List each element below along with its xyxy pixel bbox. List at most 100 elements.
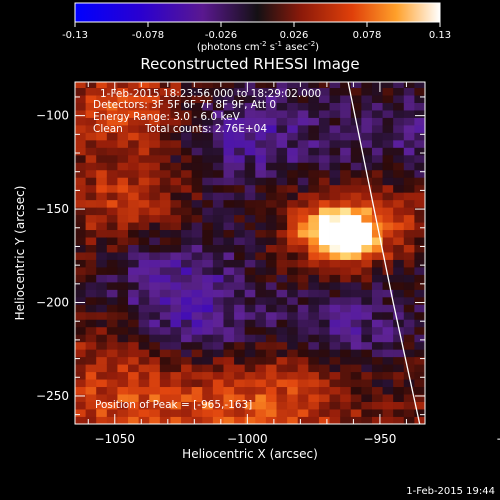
heatmap-cell: [149, 214, 161, 223]
heatmap-cell: [138, 95, 150, 103]
heatmap-cell: [371, 274, 383, 283]
heatmap-cell: [297, 319, 309, 328]
heatmap-cell: [414, 349, 425, 358]
heatmap-cell: [350, 139, 362, 148]
heatmap-cell: [318, 184, 330, 193]
heatmap-cell: [223, 110, 235, 118]
heatmap-cell: [85, 252, 97, 260]
heatmap-cell: [181, 311, 193, 320]
heatmap-cell: [85, 274, 97, 283]
heatmap-cell: [393, 102, 405, 111]
heatmap-cell: [265, 117, 277, 126]
heatmap-cell: [329, 356, 341, 365]
heatmap-cell: [361, 341, 373, 350]
heatmap-cell: [371, 82, 383, 89]
detectors-label: Detectors: 3F 5F 6F 7F 8F 9F, Att 0: [93, 99, 276, 111]
heatmap-cell: [350, 229, 362, 238]
heatmap-cell: [117, 341, 129, 350]
heatmap-cell: [170, 82, 182, 89]
heatmap-cell: [244, 409, 256, 417]
heatmap-cell: [96, 304, 108, 313]
heatmap-cell: [297, 124, 309, 133]
heatmap-cell: [75, 289, 87, 298]
heatmap-cell: [403, 259, 415, 268]
heatmap-cell: [350, 102, 362, 111]
heatmap-cell: [382, 371, 394, 380]
heatmap-cell: [85, 386, 97, 395]
heatmap-cell: [234, 154, 246, 163]
heatmap-cell: [403, 87, 415, 96]
heatmap-cell: [223, 117, 235, 126]
heatmap-cell: [255, 87, 267, 96]
heatmap-cell: [403, 252, 415, 260]
heatmap-cell: [297, 401, 309, 410]
heatmap-cell: [318, 379, 330, 388]
heatmap-cell: [244, 147, 256, 156]
heatmap-cell: [117, 222, 129, 231]
heatmap-cell: [138, 222, 150, 231]
heatmap-cell: [85, 124, 97, 133]
heatmap-cell: [191, 162, 203, 171]
heatmap-cell: [265, 371, 277, 380]
heatmap-cell: [361, 102, 373, 111]
heatmap-cell: [170, 371, 182, 380]
heatmap-cell: [202, 252, 214, 260]
heatmap-cell: [308, 169, 320, 178]
heatmap-cell: [403, 334, 415, 343]
heatmap-cell: [138, 229, 150, 238]
heatmap-cell: [244, 379, 256, 388]
footer-date: 1-Feb-2015 19:44: [406, 486, 495, 497]
heatmap-cell: [212, 147, 224, 156]
heatmap-cell: [255, 244, 267, 253]
heatmap-cell: [212, 274, 224, 283]
heatmap-cell: [244, 192, 256, 201]
x-tick-label: −900: [496, 432, 500, 446]
heatmap-cell: [287, 132, 299, 141]
heatmap-cell: [371, 371, 383, 380]
x-tick-label: −1050: [94, 432, 135, 446]
heatmap-cell: [202, 87, 214, 96]
heatmap-cell: [255, 252, 267, 260]
heatmap-cell: [265, 124, 277, 133]
heatmap-cell: [85, 214, 97, 223]
heatmap-cell: [371, 192, 383, 201]
heatmap-cell: [128, 169, 140, 178]
heatmap-cell: [361, 379, 373, 388]
heatmap-cell: [329, 289, 341, 298]
heatmap-cell: [149, 237, 161, 245]
heatmap-cell: [138, 252, 150, 260]
heatmap-cell: [371, 237, 383, 245]
heatmap-cell: [96, 169, 108, 178]
heatmap-cell: [128, 319, 140, 328]
heatmap-cell: [212, 117, 224, 126]
heatmap-cell: [329, 199, 341, 208]
heatmap-cell: [191, 199, 203, 208]
heatmap-cell: [85, 416, 97, 424]
heatmap-cell: [85, 364, 97, 373]
heatmap-cell: [244, 95, 256, 103]
heatmap-cell: [382, 364, 394, 373]
heatmap-cell: [223, 296, 235, 305]
heatmap-cell: [276, 199, 288, 208]
heatmap-cell: [255, 409, 267, 417]
heatmap-cell: [329, 207, 341, 216]
heatmap-cell: [96, 364, 108, 373]
heatmap-cell: [393, 229, 405, 238]
heatmap-cell: [265, 102, 277, 111]
heatmap-cell: [414, 229, 425, 238]
heatmap-cell: [371, 124, 383, 133]
heatmap-cell: [106, 124, 118, 133]
heatmap-cell: [276, 289, 288, 298]
heatmap-cell: [403, 296, 415, 305]
heatmap-cell: [329, 124, 341, 133]
heatmap-cell: [191, 416, 203, 424]
heatmap-cell: [308, 252, 320, 260]
heatmap-cell: [382, 267, 394, 275]
heatmap-cell: [138, 110, 150, 118]
heatmap-cell: [202, 401, 214, 410]
heatmap-cell: [414, 95, 425, 103]
heatmap-cell: [361, 214, 373, 223]
heatmap-cell: [265, 244, 277, 253]
heatmap-cell: [297, 222, 309, 231]
heatmap-cell: [340, 154, 352, 163]
